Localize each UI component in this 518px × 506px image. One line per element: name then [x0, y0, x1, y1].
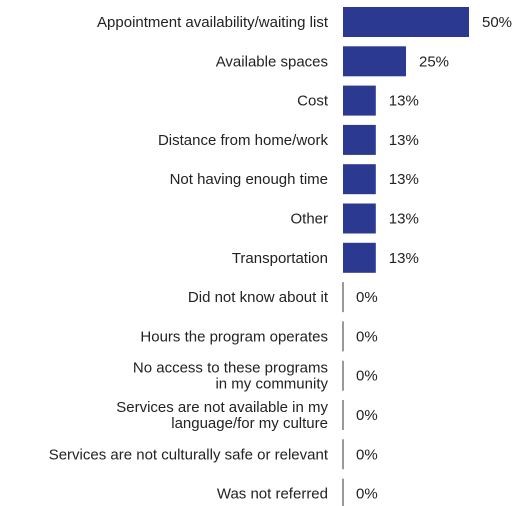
- bar-5: [343, 203, 376, 234]
- value-label-8: 0%: [356, 328, 378, 345]
- category-label-line: Hours the program operates: [140, 328, 328, 345]
- category-label-11: Services are not culturally safe or rele…: [49, 446, 329, 463]
- category-label-line: Cost: [297, 93, 329, 110]
- category-label-7: Did not know about it: [188, 289, 329, 306]
- category-label-6: Transportation: [232, 250, 328, 267]
- category-label-line: Was not referred: [217, 486, 328, 503]
- bar-1: [343, 46, 406, 77]
- bar-2: [343, 85, 376, 116]
- category-label-line: Appointment availability/waiting list: [97, 14, 329, 31]
- value-label-5: 13%: [389, 211, 419, 228]
- bar-3: [343, 124, 376, 155]
- value-label-12: 0%: [356, 486, 378, 503]
- category-label-2: Cost: [297, 93, 329, 110]
- value-label-11: 0%: [356, 446, 378, 463]
- bar-4: [343, 164, 376, 195]
- category-label-line: Services are not culturally safe or rele…: [49, 446, 329, 463]
- value-labels-group: 50% 25% 13% 13% 13% 13% 13% 0% 0% 0% 0% 0% 0%: [356, 14, 512, 503]
- category-label-10: Services are not available in my language…: [116, 399, 328, 432]
- value-label-9: 0%: [356, 368, 378, 385]
- bars-group: [342, 7, 469, 506]
- value-label-0: 50%: [482, 14, 512, 31]
- value-label-3: 13%: [389, 132, 419, 149]
- value-label-4: 13%: [389, 171, 419, 188]
- category-labels-group: Appointment availability/waiting list Ava…: [49, 14, 329, 503]
- value-label-7: 0%: [356, 289, 378, 306]
- value-label-6: 13%: [389, 250, 419, 267]
- category-label-8: Hours the program operates: [140, 328, 328, 345]
- category-label-9: No access to these programs in my communi…: [133, 360, 329, 393]
- category-label-5: Other: [290, 211, 328, 228]
- category-label-line: in my community: [215, 376, 328, 393]
- category-label-line: Did not know about it: [188, 289, 329, 306]
- category-label-3: Distance from home/work: [158, 132, 329, 149]
- category-label-line: language/for my culture: [171, 415, 328, 432]
- value-label-1: 25%: [419, 53, 449, 70]
- value-label-10: 0%: [356, 407, 378, 424]
- category-label-1: Available spaces: [216, 53, 328, 70]
- category-label-line: Services are not available in my: [116, 399, 328, 416]
- category-label-line: Not having enough time: [170, 171, 328, 188]
- category-label-line: Transportation: [232, 250, 328, 267]
- value-label-2: 13%: [389, 93, 419, 110]
- category-label-line: Distance from home/work: [158, 132, 329, 149]
- bar-6: [343, 242, 376, 273]
- bar-0: [343, 7, 469, 37]
- category-label-12: Was not referred: [217, 486, 328, 503]
- category-label-4: Not having enough time: [170, 171, 328, 188]
- category-label-line: No access to these programs: [133, 360, 328, 377]
- category-label-0: Appointment availability/waiting list: [97, 14, 329, 31]
- category-label-line: Other: [290, 211, 328, 228]
- category-label-line: Available spaces: [216, 53, 328, 70]
